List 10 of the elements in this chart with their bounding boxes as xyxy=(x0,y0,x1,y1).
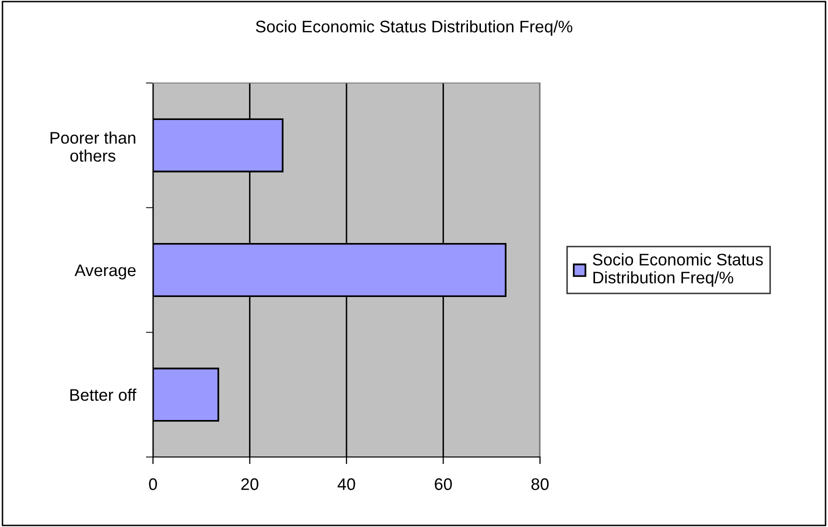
x-tick-label: 20 xyxy=(241,478,258,490)
x-tick-label: 80 xyxy=(531,478,549,490)
x-tick-label: 60 xyxy=(434,478,452,490)
x-tick-label: 0 xyxy=(149,478,157,490)
y-tick-label: Poorer than others xyxy=(50,132,136,162)
y-tick-label: Better off xyxy=(70,388,136,401)
x-tick-label: 40 xyxy=(338,478,356,490)
y-tick-label: Average xyxy=(74,264,136,280)
legend-label: Socio Economic Status Distribution Freq/% xyxy=(592,253,763,287)
chart-title: Socio Economic Status Distribution Freq/% xyxy=(256,20,572,36)
